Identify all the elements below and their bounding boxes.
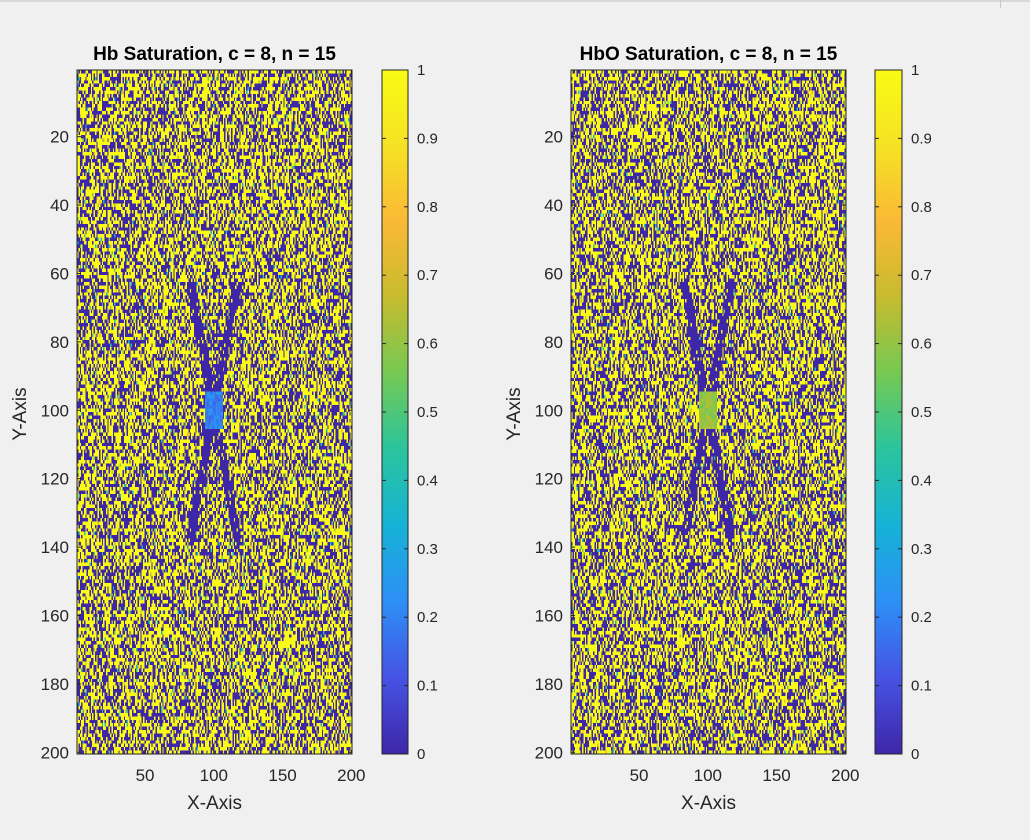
colorbar-tick-label: 0.7: [417, 267, 438, 284]
colorbar-tick-label: 0.4: [417, 472, 438, 489]
x-tick-label: 50: [630, 766, 649, 785]
colorbar-tick-label: 0.7: [911, 267, 932, 284]
heatmap-panel-1: Hb Saturation, c = 8, n = 15 20 40 60 80 100 1…: [10, 44, 438, 814]
window-top-divider: [1000, 0, 1001, 8]
y-tick-label: 200: [535, 743, 563, 762]
x-tick-label: 200: [831, 766, 859, 785]
x-tick-label: 100: [694, 766, 722, 785]
y-tick-label: 20: [544, 128, 563, 147]
heatmap-image: [77, 70, 352, 754]
colorbar-tick-label: 0.8: [911, 199, 932, 216]
y-tick-label: 120: [535, 470, 563, 489]
y-tick-label: 160: [41, 606, 69, 625]
colorbar-tick-label: 0.8: [417, 199, 438, 216]
y-tick-label: 140: [535, 538, 563, 557]
y-tick-label: 40: [544, 196, 563, 215]
y-tick-label: 180: [41, 675, 69, 694]
x-axis-label: X-Axis: [187, 793, 242, 814]
x-tick-label: 150: [268, 766, 296, 785]
colorbar-tick-label: 0.4: [911, 472, 932, 489]
y-tick-label: 100: [41, 401, 69, 420]
y-tick-label: 80: [50, 333, 69, 352]
y-tick-label: 40: [50, 196, 69, 215]
colorbar-tick-label: 0.9: [911, 130, 932, 147]
colorbar-tick-label: 0.5: [417, 404, 438, 421]
heatmap-panel-2: HbO Saturation, c = 8, n = 1520406080100…: [504, 44, 932, 814]
colorbar: 0 0.1 0.2 0.3 0.4 0.5 0.6 0.7 0.8 0.9 1: [874, 62, 932, 763]
y-axis-label: Y-Axis: [504, 387, 525, 440]
colorbar-tick-label: 0: [911, 746, 919, 763]
y-tick-label: 100: [535, 401, 563, 420]
chart-title: HbO Saturation, c = 8, n = 15: [580, 44, 838, 65]
y-tick-label: 60: [544, 264, 563, 283]
y-tick-label: 200: [41, 743, 69, 762]
colorbar-tick-label: 0.3: [911, 541, 932, 558]
y-tick-label: 80: [544, 333, 563, 352]
y-tick-label: 140: [41, 538, 69, 557]
chart-title: Hb Saturation, c = 8, n = 15: [93, 44, 336, 65]
heatmap-image: [571, 70, 846, 754]
colorbar-tick-label: 1: [417, 62, 425, 79]
colorbar-tick-label: 0.5: [911, 404, 932, 421]
x-tick-label: 100: [200, 766, 228, 785]
window-top-border: [0, 0, 1030, 2]
colorbar-tick-label: 0.2: [417, 609, 438, 626]
x-tick-label: 50: [136, 766, 155, 785]
colorbar-tick-label: 0.6: [911, 336, 932, 353]
colorbar-tick-label: 0.3: [417, 541, 438, 558]
y-tick-label: 60: [50, 264, 69, 283]
x-tick-label: 200: [337, 766, 365, 785]
colorbar-tick-label: 0.2: [911, 609, 932, 626]
colorbar-tick-label: 0.9: [417, 130, 438, 147]
colorbar-tick-label: 0.6: [417, 336, 438, 353]
colorbar: 0 0.1 0.2 0.3 0.4 0.5 0.6 0.7 0.8 0.9 1: [381, 62, 438, 763]
y-axis-label: Y-Axis: [10, 387, 31, 440]
colorbar-tick-label: 1: [911, 62, 919, 79]
x-axis-label: X-Axis: [681, 793, 736, 814]
y-tick-label: 180: [535, 675, 563, 694]
y-tick-label: 160: [535, 606, 563, 625]
y-tick-label: 120: [41, 470, 69, 489]
colorbar-gradient: [874, 69, 903, 755]
colorbar-tick-label: 0.1: [417, 678, 438, 695]
x-tick-label: 150: [762, 766, 790, 785]
colorbar-tick-label: 0: [417, 746, 425, 763]
y-tick-label: 20: [50, 128, 69, 147]
plot-frame: [76, 69, 353, 755]
colorbar-tick-label: 0.1: [911, 678, 932, 695]
plot-frame: [570, 69, 847, 755]
